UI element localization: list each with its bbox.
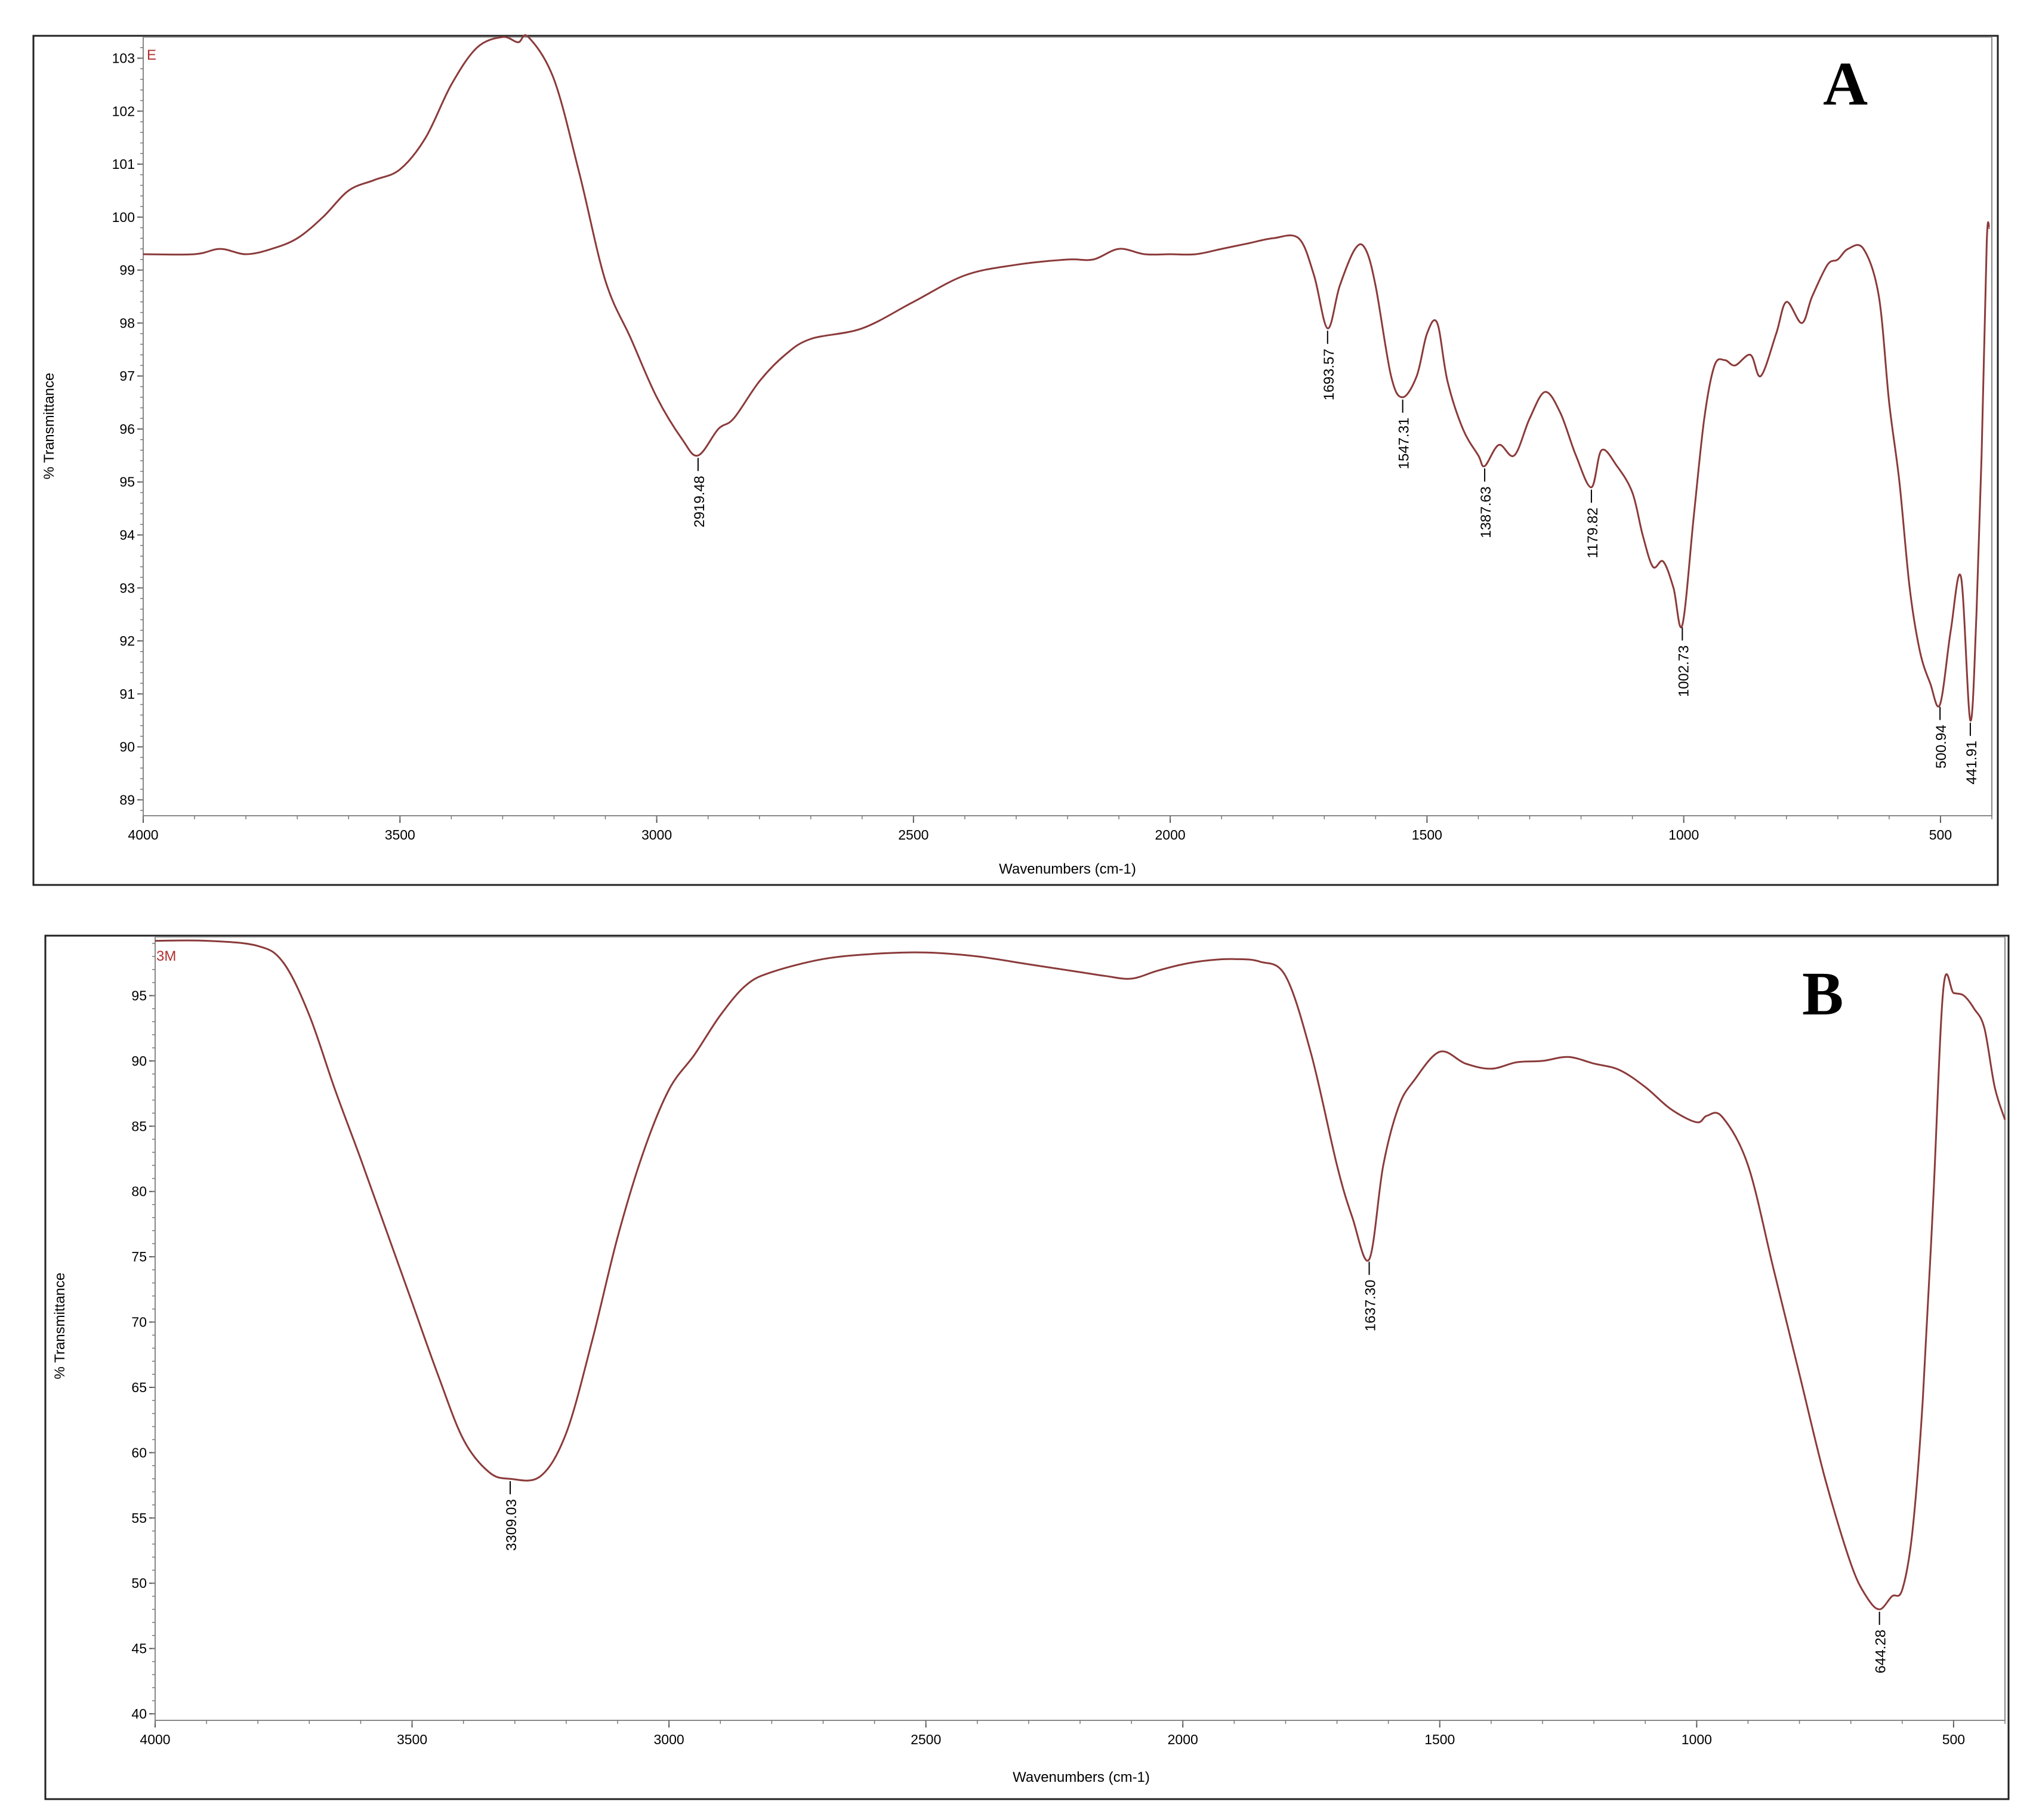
panel-a-frame — [32, 35, 1999, 886]
panel-b-y-tick-label: 70 — [131, 1315, 147, 1330]
panel-a-x-tick-label: 1500 — [1412, 827, 1442, 843]
panel-a-y-tick-label: 97 — [119, 368, 135, 384]
panel-a-x-tick-label: 2500 — [898, 827, 928, 843]
panel-b-x-tick-label: 2000 — [1168, 1732, 1198, 1747]
panel-a-spectrum-line — [143, 34, 1991, 722]
panel-a-x-ticks: 4000 3500 3000 2500 2000 1500 1000 500 — [128, 816, 1992, 843]
panel-a-y-tick-label: 101 — [112, 156, 135, 172]
panel-b-x-ticks: 4000 3500 3000 2500 2000 1500 1000 500 — [140, 1720, 2006, 1747]
panel-b-y-axis-label: % Transmittance — [52, 1273, 68, 1380]
panel-a: E A Wavenumbers (cm-1) % Transmittance 8… — [32, 34, 1999, 886]
panel-a-y-tick-label: 89 — [119, 792, 135, 807]
panel-a-y-tick-label: 103 — [112, 51, 135, 66]
panel-b-y-tick-label: 90 — [131, 1053, 147, 1069]
panel-b-y-ticks: 40 45 50 55 60 65 70 75 80 85 90 95 — [131, 943, 155, 1722]
panel-a-x-tick-label: 1000 — [1668, 827, 1699, 843]
panel-a-peak-labels: 2919.48 1693.57 1547.31 1387.63 1179.82 1002.… — [692, 331, 1980, 785]
panel-b-y-tick-label: 50 — [131, 1575, 147, 1591]
panel-a-y-tick-label: 102 — [112, 103, 135, 119]
panel-b-x-axis-label: Wavenumbers (cm-1) — [1013, 1769, 1150, 1785]
panel-b: 3M B Wavenumbers (cm-1) % Transmittance … — [44, 934, 2010, 1800]
panel-a-x-tick-label: 500 — [1929, 827, 1952, 843]
panel-a-sample-label: E — [147, 47, 156, 63]
panel-b-peak-labels: 3309.03 1637.30 644.28 — [504, 1261, 1889, 1673]
panel-b-x-tick-label: 2500 — [911, 1732, 941, 1747]
panel-b-x-tick-label: 4000 — [140, 1732, 170, 1747]
panel-a-x-tick-label: 4000 — [128, 827, 158, 843]
panel-b-x-tick-label: 3500 — [397, 1732, 427, 1747]
panel-a-peak-label: 1387.63 — [1478, 486, 1494, 538]
panel-a-peak-label: 1002.73 — [1676, 645, 1692, 697]
panel-a-x-axis-label: Wavenumbers (cm-1) — [999, 861, 1136, 877]
panel-a-x-tick-label: 3000 — [641, 827, 672, 843]
panel-a-peak-label: 1179.82 — [1585, 508, 1601, 559]
panel-b-letter: B — [1802, 960, 1843, 1028]
panel-b-y-tick-label: 80 — [131, 1184, 147, 1199]
panel-a-peak-label: 2919.48 — [692, 476, 708, 528]
panel-b-y-tick-label: 65 — [131, 1380, 147, 1395]
panel-a-letter: A — [1823, 50, 1868, 118]
panel-b-peak-label: 3309.03 — [504, 1499, 520, 1551]
panel-b-y-tick-label: 40 — [131, 1706, 147, 1722]
panel-b-x-tick-label: 1000 — [1682, 1732, 1712, 1747]
panel-a-y-tick-label: 92 — [119, 633, 135, 649]
panel-a-x-tick-label: 2000 — [1155, 827, 1186, 843]
panel-a-peak-label: 1693.57 — [1321, 348, 1337, 400]
panel-a-y-tick-label: 99 — [119, 263, 135, 278]
panel-a-y-tick-label: 96 — [119, 421, 135, 437]
panel-a-y-tick-label: 93 — [119, 580, 135, 596]
panel-a-x-tick-label: 3500 — [385, 827, 415, 843]
panel-b-y-tick-label: 45 — [131, 1641, 147, 1656]
panel-a-peak-label: 441.91 — [1964, 741, 1980, 784]
panel-a-peak-label: 500.94 — [1933, 725, 1949, 769]
panel-a-peak-label: 1547.31 — [1396, 418, 1412, 470]
panel-b-spectrum-line — [155, 939, 2006, 1611]
panel-b-x-tick-label: 500 — [1942, 1732, 1965, 1747]
panel-b-peak-label: 1637.30 — [1363, 1279, 1379, 1331]
panel-b-frame — [44, 934, 2010, 1800]
panel-a-y-tick-label: 91 — [119, 686, 135, 702]
panel-a-y-ticks: 89 90 91 92 93 94 95 96 97 98 99 100 101 102 103 — [112, 47, 143, 811]
panel-a-y-tick-label: 98 — [119, 315, 135, 331]
panel-a-y-axis-label: % Transmittance — [41, 373, 57, 480]
panel-a-y-tick-label: 94 — [119, 527, 135, 542]
panel-b-y-tick-label: 60 — [131, 1445, 147, 1460]
panel-b-y-tick-label: 95 — [131, 988, 147, 1003]
panel-b-y-tick-label: 75 — [131, 1249, 147, 1264]
panel-b-sample-label: 3M — [156, 948, 176, 964]
panel-b-y-tick-label: 55 — [131, 1510, 147, 1526]
panel-a-y-tick-label: 90 — [119, 739, 135, 755]
panel-b-x-tick-label: 1500 — [1424, 1732, 1455, 1747]
panel-a-y-tick-label: 95 — [119, 474, 135, 490]
panel-a-y-tick-label: 100 — [112, 209, 135, 225]
panel-b-peak-label: 644.28 — [1873, 1630, 1889, 1673]
panel-b-y-tick-label: 85 — [131, 1118, 147, 1134]
panel-b-x-tick-label: 3000 — [654, 1732, 684, 1747]
